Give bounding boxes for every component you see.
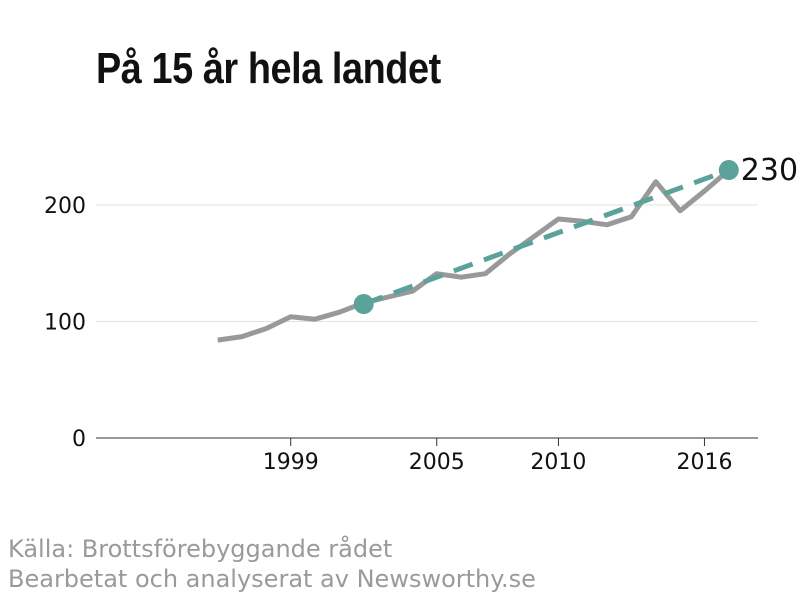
endpoint-marker — [718, 160, 739, 181]
y-tick-label: 0 — [72, 427, 86, 452]
trend-line — [362, 167, 730, 307]
x-tick-label: 2016 — [676, 450, 732, 475]
series-markers — [353, 160, 739, 315]
chart-title: På 15 år hela landet — [96, 44, 441, 93]
x-tick-label: 2005 — [409, 450, 465, 475]
chart-footer: Källa: Brottsförebyggande rådet Bearbeta… — [8, 534, 536, 594]
source-text: Källa: Brottsförebyggande rådet — [8, 535, 393, 563]
y-tick-label: 100 — [44, 311, 86, 336]
grid-lines — [96, 204, 758, 322]
axes — [96, 437, 758, 446]
endpoint-marker — [353, 294, 374, 315]
tick-labels: 0 100 200 1999 2005 2010 2016 230 — [44, 153, 798, 475]
credit-text: Bearbetat och analyserat av Newsworthy.s… — [8, 565, 536, 593]
x-tick-label: 2010 — [530, 450, 586, 475]
x-tick-label: 1999 — [263, 450, 319, 475]
y-tick-label: 200 — [44, 194, 86, 219]
series-lines — [217, 167, 731, 343]
end-value-label: 230 — [741, 153, 798, 188]
data-line — [217, 168, 731, 343]
